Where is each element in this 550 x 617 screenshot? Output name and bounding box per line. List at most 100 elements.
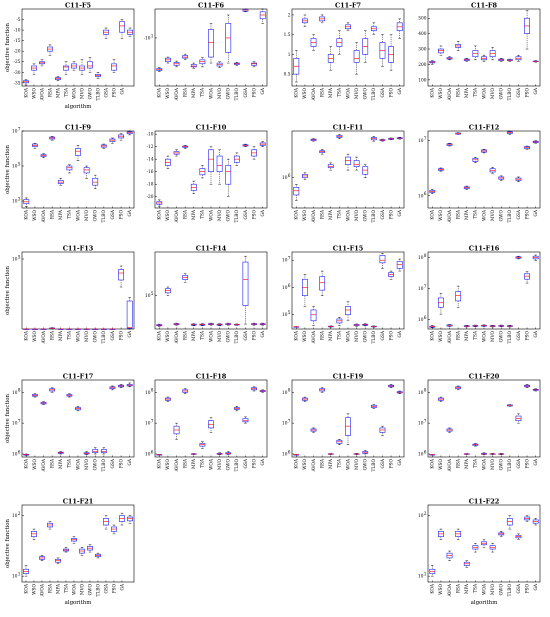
x-tick-label: PSO: [525, 459, 530, 469]
plot-frame: [291, 8, 405, 87]
x-tick-label: GSA: [517, 209, 522, 219]
x-tick-label: KOA: [24, 583, 29, 594]
y-tick-label: 10: [12, 200, 18, 205]
x-tick-label: GWO: [500, 584, 505, 596]
x-tick-label: GSA: [381, 209, 386, 219]
x-tick-label: RSA: [456, 458, 461, 468]
x-tick-label: WOA: [346, 330, 351, 342]
y-tick-label: -25: [14, 60, 21, 65]
y-tick-label: 100: [418, 78, 426, 83]
x-tick-label: TSA: [201, 458, 206, 468]
x-tick-label: MPA: [465, 583, 470, 594]
x-tick-label: WSO: [439, 331, 444, 342]
x-tick-label: MVO: [491, 88, 496, 99]
y-tick-label: 10: [418, 194, 424, 199]
y-tick-label: 10: [418, 256, 424, 261]
x-tick-label: MPA: [329, 87, 334, 98]
box-gwo: [225, 165, 232, 185]
x-tick-label: GSA: [517, 87, 522, 97]
y-tick-exponent: 8: [151, 389, 154, 394]
x-tick-label: RSA: [183, 458, 188, 468]
x-tick-label: TSA: [338, 87, 343, 97]
box-koa: [293, 187, 300, 196]
y-tick-label: 10: [12, 575, 18, 580]
y-tick-label: 10: [418, 422, 424, 427]
x-tick-label: GSA: [517, 330, 522, 340]
x-tick-label: WOA: [209, 209, 214, 221]
x-tick-label: PSO: [119, 459, 124, 469]
x-tick-label: WOA: [72, 87, 77, 99]
y-tick-label: 10: [282, 422, 288, 427]
y-tick-label: -10: [14, 29, 21, 34]
x-tick-label: WOA: [346, 458, 351, 470]
x-tick-label: GWO: [94, 459, 99, 471]
x-tick-label: TLBO: [508, 88, 513, 101]
x-tick-label: TSA: [201, 330, 206, 340]
x-tick-label: MVO: [491, 210, 496, 221]
y-tick-label: -10: [147, 133, 154, 138]
x-tick-label: WOA: [76, 209, 81, 221]
x-tick-label: GWO: [364, 88, 369, 100]
x-tick-label: MPA: [465, 87, 470, 98]
x-tick-label: GA: [398, 209, 403, 216]
x-tick-label: AVOA: [40, 87, 45, 101]
x-tick-label: GSA: [244, 209, 249, 219]
x-tick-label: WOA: [76, 458, 81, 470]
box-mvo: [83, 167, 90, 174]
x-tick-label: GWO: [364, 459, 369, 471]
x-tick-label: WSO: [439, 210, 444, 221]
x-tick-label: TLBO: [508, 584, 513, 597]
x-tick-label: GA: [261, 209, 266, 216]
x-tick-label: GWO: [364, 210, 369, 222]
x-tick-label: WSO: [166, 210, 171, 221]
x-tick-label: AVOA: [312, 458, 317, 472]
box-tlbo: [100, 449, 107, 454]
x-tick-label: GA: [120, 583, 125, 590]
x-tick-label: PSO: [252, 88, 257, 98]
x-tick-label: WOA: [482, 583, 487, 595]
box-mvo: [353, 160, 360, 167]
x-tick-label: MVO: [355, 210, 360, 221]
x-tick-label: GSA: [381, 87, 386, 97]
x-tick-label: GA: [261, 458, 266, 465]
x-tick-label: AVOA: [42, 209, 47, 223]
box-tsa: [63, 65, 69, 71]
y-tick-label: 10: [418, 318, 424, 323]
y-tick-label: 10: [145, 294, 151, 299]
x-tick-label: GSA: [111, 458, 116, 468]
y-tick-exponent: 6: [424, 450, 427, 455]
x-tick-label: GSA: [381, 458, 386, 468]
x-tick-label: AVOA: [40, 583, 45, 597]
box-extra-13: [127, 516, 133, 522]
plot-frame: [427, 8, 541, 87]
y-tick-label: -14: [147, 158, 154, 163]
x-tick-label: PSO: [252, 210, 257, 220]
x-tick-label: KOA: [431, 87, 436, 98]
y-tick-label: 10: [12, 130, 18, 135]
box-mpa: [190, 64, 197, 68]
x-tick-label: WSO: [439, 88, 444, 99]
box-pso: [118, 269, 124, 281]
x-tick-label: RSA: [50, 209, 55, 219]
x-tick-label: KOA: [25, 330, 30, 341]
plot-frame: [21, 130, 135, 209]
x-tick-label: AVOA: [448, 330, 453, 344]
x-tick-label: MVO: [491, 584, 496, 595]
x-tick-label: GWO: [88, 88, 93, 100]
x-tick-label: PSO: [252, 459, 257, 469]
x-tick-label: WSO: [32, 584, 37, 595]
x-tick-label: GA: [398, 458, 403, 465]
y-tick-exponent: 7: [288, 420, 291, 425]
x-tick-label: KOA: [158, 330, 163, 341]
y-tick-label: 10: [145, 391, 151, 396]
chart-title: C11-F10: [196, 124, 227, 132]
x-tick-label: KOA: [295, 87, 300, 98]
x-tick-label: MPA: [329, 458, 334, 469]
y-tick-label: 0.5: [284, 73, 291, 78]
